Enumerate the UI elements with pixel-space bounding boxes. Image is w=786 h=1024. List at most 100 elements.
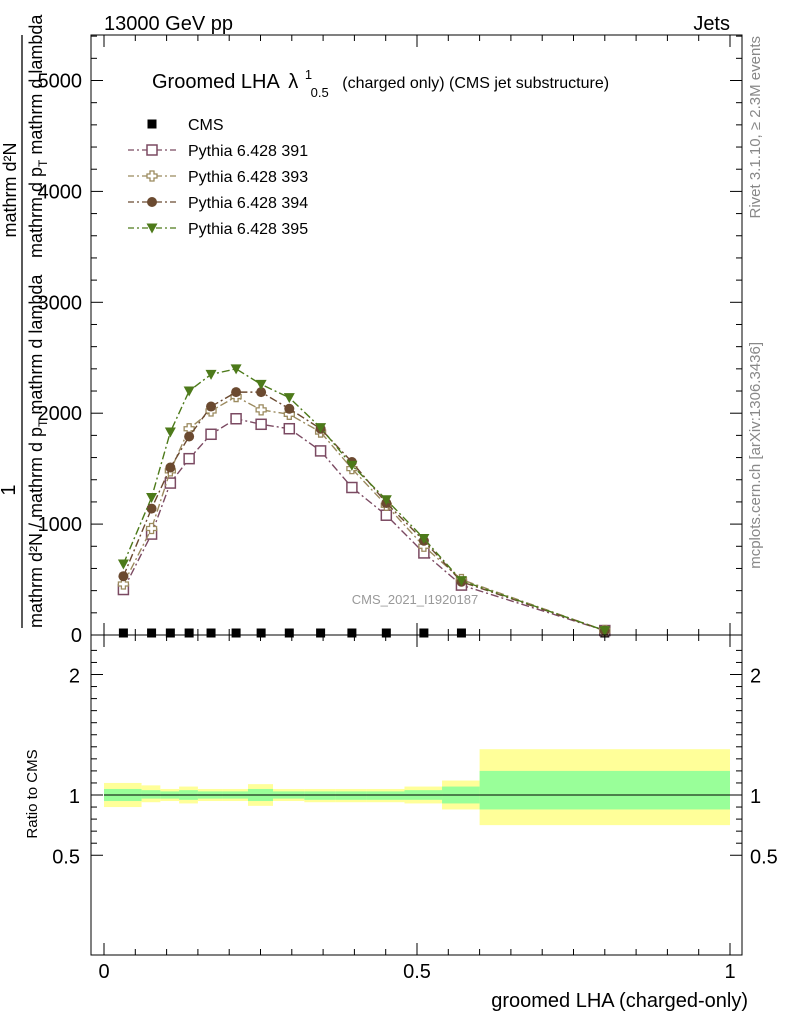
data-point	[256, 387, 267, 398]
data-point	[230, 364, 242, 375]
data-point	[256, 628, 266, 638]
ratio-ytick-label: 2	[69, 666, 80, 688]
data-point	[145, 522, 158, 535]
ratio-ytick-label-right: 2	[750, 666, 761, 688]
legend-entry: Pythia 6.428 391	[128, 143, 308, 160]
ratio-ytick-label-right: 0.5	[750, 846, 778, 868]
title-symbol: λ	[288, 71, 298, 93]
title-rest: (charged only) (CMS jet substructure)	[342, 75, 609, 92]
data-series	[117, 364, 611, 638]
legend-marker	[147, 197, 157, 207]
ylabel-numerator: mathrm d²N	[0, 142, 20, 237]
data-point	[117, 559, 129, 570]
ratio-ytick-labels: 0.5 0.5 1 1 2 2	[52, 666, 778, 869]
data-point	[164, 427, 176, 438]
data-point	[346, 481, 358, 494]
ytick-label: 3000	[38, 292, 83, 314]
data-point	[117, 578, 130, 590]
ytick-label: 1000	[38, 514, 83, 536]
title-main: Groomed LHA	[152, 71, 280, 93]
series-4	[117, 364, 611, 637]
svg-text:Groomed LHA λ: Groomed LHA λ 1 0.5 (charged only) (CMS …	[152, 62, 609, 102]
data-point	[231, 387, 242, 398]
legend-label: CMS	[188, 117, 224, 134]
data-point	[455, 576, 467, 587]
data-point	[118, 628, 128, 638]
legend-marker	[146, 170, 158, 182]
legend-marker	[146, 144, 158, 156]
legend-label: Pythia 6.428 394	[188, 195, 308, 212]
legend: CMS Pythia 6.428 391 Pythia 6.428 393 Pythi…	[128, 117, 308, 238]
data-point	[380, 495, 392, 506]
data-point	[184, 431, 195, 442]
data-point	[283, 422, 296, 435]
ratio-bands	[104, 749, 730, 826]
mcplots-label: mcplots.cern.ch [arXiv:1306.3436]	[747, 342, 764, 569]
ytick-label: 5000	[38, 71, 83, 93]
main-ticks	[91, 35, 742, 636]
data-point	[183, 452, 195, 465]
series-line	[122, 391, 606, 632]
ratio-ytick-label-right: 1	[750, 786, 761, 808]
data-point	[184, 628, 194, 638]
ytick-label: 4000	[38, 181, 83, 203]
legend-marker	[146, 223, 158, 234]
xtick-label: 1	[724, 961, 735, 983]
data-point	[347, 628, 357, 638]
ratio-ticks	[91, 635, 742, 955]
ytick-label: 2000	[38, 403, 83, 425]
ylabel-denominator: mathrm d²N / mathrm d pT mathrm d lambda	[26, 274, 50, 628]
ratio-band-inner	[366, 791, 405, 800]
ratio-band-inner	[479, 770, 730, 810]
ratio-ylabel: Ratio to CMS	[24, 749, 41, 838]
data-point	[255, 404, 267, 416]
data-point	[146, 492, 158, 503]
legend-marker	[147, 119, 157, 129]
data-point	[381, 628, 391, 638]
data-point	[284, 403, 295, 414]
data-point	[147, 628, 157, 638]
legend-label: Pythia 6.428 391	[188, 143, 308, 160]
data-point	[206, 628, 216, 638]
data-point	[315, 423, 327, 434]
data-point	[255, 418, 267, 431]
data-point	[118, 571, 129, 582]
header-right: Jets	[693, 13, 730, 35]
data-point	[165, 462, 176, 473]
data-point	[164, 477, 177, 489]
data-point	[205, 428, 217, 441]
ratio-panel: 0.5 0.5 1 1 2 2 0 0.5 1 Ratio to CMS groomed LH…	[24, 634, 778, 1012]
rivet-label: Rivet 3.1.10, ≥ 2.3M events	[747, 36, 764, 219]
data-point	[230, 412, 242, 425]
data-point	[314, 445, 327, 457]
data-point	[231, 628, 241, 638]
legend-entry: Pythia 6.428 393	[128, 169, 308, 186]
data-point	[165, 628, 175, 638]
data-point	[456, 628, 466, 638]
xlabel: groomed LHA (charged-only)	[491, 990, 748, 1012]
ylabel-one: 1	[0, 484, 20, 495]
legend-label: Pythia 6.428 393	[188, 169, 308, 186]
legend-entry: Pythia 6.428 395	[128, 221, 308, 238]
plot-title: Groomed LHA λ 1 0.5 (charged only) (CMS …	[152, 62, 609, 102]
ytick-label: 0	[71, 625, 82, 647]
ylabel-numerator-mid: mathrm d pT mathrm d lambda	[26, 14, 50, 258]
main-ytick-labels: 0 1000 2000 3000 4000 5000	[38, 71, 83, 648]
series-line	[122, 417, 606, 632]
xtick-label: 0.5	[403, 961, 431, 983]
title-sup: 1	[305, 67, 312, 82]
ratio-ytick-label: 1	[69, 786, 80, 808]
title-sub: 0.5	[311, 85, 329, 100]
watermark: CMS_2021_I1920187	[352, 592, 479, 607]
data-point	[284, 628, 294, 638]
xtick-label: 0	[98, 961, 109, 983]
data-point	[380, 509, 393, 521]
data-point	[206, 401, 217, 412]
ratio-xtick-labels: 0 0.5 1	[98, 961, 735, 983]
data-point	[346, 460, 358, 471]
ratio-band-inner	[141, 790, 161, 799]
legend-entry: CMS	[147, 117, 224, 134]
data-point	[255, 379, 267, 390]
